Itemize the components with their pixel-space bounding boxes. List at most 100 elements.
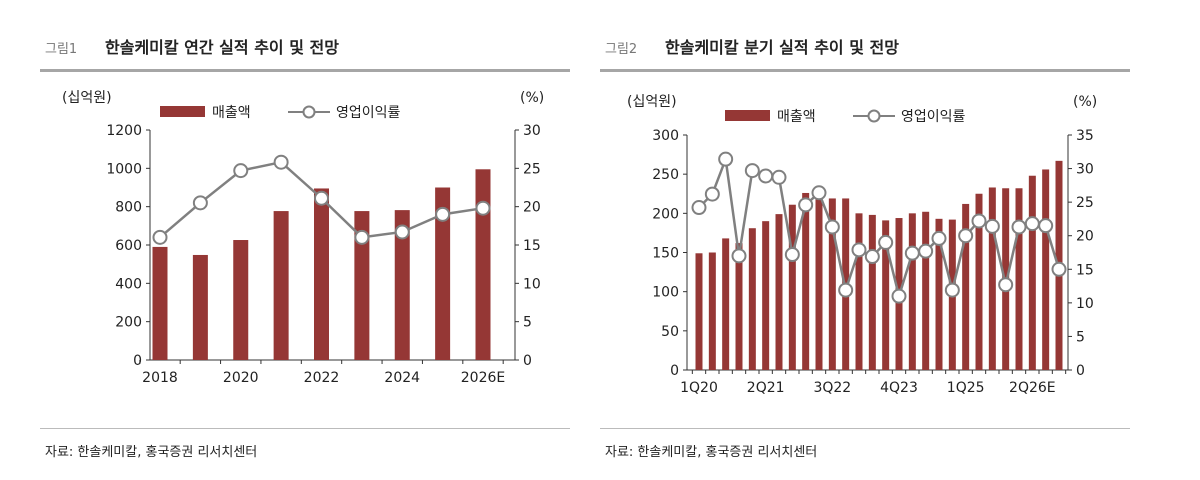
figure-label: 그림2 <box>605 42 637 57</box>
margin-point-1Q21 <box>744 163 760 179</box>
right-tick-label: 25 <box>1076 195 1094 211</box>
right-tick-label: 5 <box>523 315 532 331</box>
margin-point-2Q20 <box>704 186 720 202</box>
bar-2025 <box>435 187 451 360</box>
margin-point-2020 <box>233 163 249 179</box>
right-tick-label: 30 <box>523 123 541 139</box>
right-tick-label: 20 <box>1076 229 1094 245</box>
bar-2Q24 <box>922 211 930 370</box>
bar-3Q22 <box>828 198 836 370</box>
legend-label-margin: 영업이익률 <box>336 105 401 121</box>
bar-2018 <box>152 246 168 360</box>
bar-2Q21 <box>762 221 770 370</box>
x-tick-label: 2026E <box>461 370 505 386</box>
bar-2019 <box>192 254 208 360</box>
bar-2020 <box>233 240 249 360</box>
right-tick-label: 0 <box>1076 363 1085 379</box>
margin-point-1Q20 <box>691 200 707 216</box>
margin-point-3Q25 <box>984 218 1000 234</box>
left-tick-label: 200 <box>652 206 679 222</box>
right-axis-unit: (%) <box>1073 94 1097 110</box>
margin-point-1Q25 <box>958 228 974 244</box>
margin-point-4Q25 <box>998 277 1014 293</box>
bar-2Q26E <box>1028 175 1036 370</box>
margin-point-1Q22 <box>798 197 814 213</box>
bar-3Q24 <box>935 218 943 370</box>
source-note: 자료: 한솔케미칼, 홍국증권 리서치센터 <box>45 445 257 460</box>
left-tick-label: 50 <box>661 324 679 340</box>
left-axis-unit: (십억원) <box>62 90 112 106</box>
chart-title: 한솔케미칼 연간 실적 추이 및 전망 <box>105 38 339 57</box>
legend-marker <box>867 109 881 123</box>
bar-3Q23 <box>882 220 890 370</box>
margin-point-2022 <box>314 190 329 206</box>
margin-point-3Q21 <box>771 169 787 185</box>
bar-2Q22 <box>815 196 823 370</box>
bar-3Q26E <box>1042 169 1050 370</box>
legend-marker <box>302 105 316 119</box>
margin-point-3Q24 <box>931 230 947 246</box>
title-rule <box>600 69 1130 72</box>
left-tick-label: 1200 <box>106 123 142 139</box>
margin-point-2026E <box>475 200 491 216</box>
margin-point-1Q24 <box>904 245 920 261</box>
right-tick-label: 10 <box>523 276 541 292</box>
margin-point-4Q26E <box>1051 261 1067 277</box>
left-tick-label: 100 <box>652 285 679 301</box>
margin-point-2018 <box>152 229 168 245</box>
x-tick-label: 2020 <box>223 370 259 386</box>
left-tick-label: 250 <box>652 167 679 183</box>
figure-label: 그림1 <box>45 42 77 57</box>
margin-point-4Q23 <box>891 288 907 304</box>
right-tick-label: 10 <box>1076 296 1094 312</box>
bar-4Q21 <box>788 204 796 370</box>
right-tick-label: 0 <box>523 353 532 369</box>
left-tick-label: 1000 <box>106 161 142 177</box>
margin-point-4Q20 <box>731 248 747 264</box>
x-tick-label: 2024 <box>384 370 420 386</box>
left-tick-label: 300 <box>652 128 679 144</box>
left-axis-unit: (십억원) <box>627 94 677 110</box>
margin-point-4Q24 <box>944 282 960 298</box>
chart-title: 한솔케미칼 분기 실적 추이 및 전망 <box>665 38 899 57</box>
margin-point-2Q26E <box>1024 216 1040 232</box>
x-tick-label: 2Q21 <box>747 380 785 396</box>
source-note: 자료: 한솔케미칼, 홍국증권 리서치센터 <box>605 445 817 460</box>
margin-point-2Q22 <box>811 185 827 201</box>
legend-swatch-bar <box>160 106 205 117</box>
bar-3Q25 <box>988 187 996 370</box>
x-tick-label: 4Q23 <box>880 380 918 396</box>
left-tick-label: 150 <box>652 246 679 262</box>
bar-2Q20 <box>708 252 716 370</box>
margin-point-1Q23 <box>851 242 867 258</box>
bar-3Q21 <box>775 214 783 370</box>
x-tick-label: 1Q25 <box>947 380 985 396</box>
right-tick-label: 30 <box>1076 162 1094 178</box>
margin-point-2Q24 <box>918 243 934 259</box>
left-tick-label: 400 <box>115 276 142 292</box>
title-rule <box>40 69 570 72</box>
legend-label-margin: 영업이익률 <box>901 109 966 125</box>
left-tick-label: 200 <box>115 315 142 331</box>
margin-point-2Q23 <box>864 249 880 265</box>
bar-1Q23 <box>855 213 863 370</box>
x-tick-label: 2022 <box>304 370 340 386</box>
margin-point-2021 <box>273 154 289 170</box>
left-tick-label: 800 <box>115 200 142 216</box>
margin-point-2023 <box>354 229 370 245</box>
right-tick-label: 20 <box>523 200 541 216</box>
margin-point-2Q25 <box>971 213 987 229</box>
bar-3Q20 <box>722 238 730 370</box>
right-axis-unit: (%) <box>520 90 544 106</box>
left-tick-label: 0 <box>133 353 142 369</box>
right-tick-label: 15 <box>1076 262 1094 278</box>
bar-4Q20 <box>735 243 743 370</box>
bar-2024 <box>394 210 410 360</box>
left-tick-label: 600 <box>115 238 142 254</box>
margin-point-2025 <box>435 206 451 222</box>
source-rule <box>40 428 570 429</box>
bar-2023 <box>354 211 370 360</box>
right-tick-label: 25 <box>523 161 541 177</box>
margin-point-4Q21 <box>784 247 800 263</box>
x-tick-label: 2Q26E <box>1009 380 1056 396</box>
